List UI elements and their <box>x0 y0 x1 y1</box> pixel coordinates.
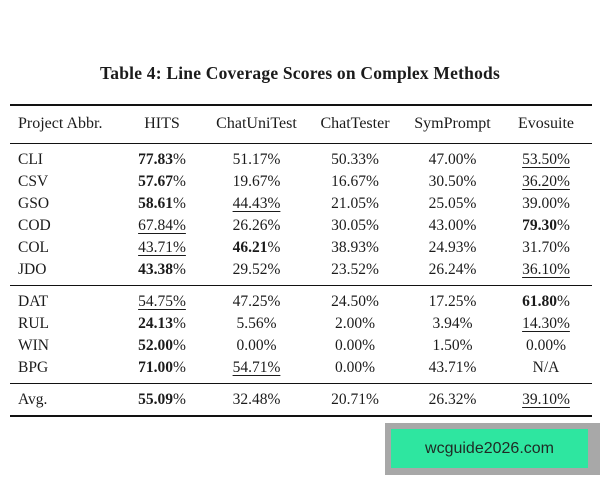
coverage-table: Project Abbr. HITS ChatUniTest ChatTester Sy… <box>10 104 592 417</box>
score-cell: 20.71% <box>331 391 379 408</box>
row-label: CLI <box>18 151 43 168</box>
score-cell: 58.61% <box>138 195 186 212</box>
row-label: COL <box>18 239 49 256</box>
score-cell: 21.05% <box>331 195 379 212</box>
watermark-badge: wcguide2026.com <box>391 429 588 468</box>
row-label: BPG <box>18 359 49 376</box>
score-cell: 55.09% <box>138 391 186 408</box>
table-group: DAT 54.75% 47.25% 24.50% 17.25% 61.80% RUL 24.1… <box>10 285 592 384</box>
score-cell: 36.20% <box>522 173 570 190</box>
column-header: Project Abbr. <box>18 115 103 132</box>
score-cell: 0.00% <box>525 337 567 354</box>
score-cell: 16.67% <box>331 173 379 190</box>
column-header: Evosuite <box>518 115 574 132</box>
score-cell: 71.00% <box>138 359 186 376</box>
column-header: SymPrompt <box>414 115 491 132</box>
score-cell: 39.10% <box>522 391 570 408</box>
score-cell: 24.93% <box>428 239 477 256</box>
table-row: COD 67.84% 26.26% 30.05% 43.00% 79.30% <box>10 215 592 237</box>
score-cell: 61.80% <box>522 293 570 310</box>
score-cell: 36.10% <box>522 261 570 278</box>
table-caption: Table 4: Line Coverage Scores on Complex… <box>100 63 500 83</box>
score-cell: 43.71% <box>428 359 477 376</box>
score-cell: 26.24% <box>428 261 477 278</box>
score-cell: 51.17% <box>232 151 281 168</box>
score-cell: 17.25% <box>428 293 477 310</box>
table-row: DAT 54.75% 47.25% 24.50% 17.25% 61.80% <box>10 285 592 314</box>
score-cell: 0.00% <box>236 337 277 354</box>
score-cell: 1.50% <box>432 337 473 354</box>
table-row: RUL 24.13% 5.56% 2.00% 3.94% 14.30% <box>10 313 592 335</box>
row-label: GSO <box>18 195 50 212</box>
score-cell: 24.50% <box>331 293 379 310</box>
table-row: CLI 77.83% 51.17% 50.33% 47.00% 53.50% <box>10 144 592 172</box>
score-cell: 46.21% <box>232 239 281 256</box>
row-label: Avg. <box>18 391 48 408</box>
score-cell: 50.33% <box>331 151 379 168</box>
score-cell: 53.50% <box>522 151 570 168</box>
row-label: CSV <box>18 173 49 190</box>
score-cell: 0.00% <box>334 337 376 354</box>
score-cell: 47.25% <box>232 293 281 310</box>
score-cell: 25.05% <box>428 195 477 212</box>
score-cell: 30.05% <box>331 217 379 234</box>
table-row: BPG 71.00% 54.71% 0.00% 43.71% N/A <box>10 357 592 384</box>
score-cell: 0.00% <box>334 359 376 376</box>
row-label: DAT <box>18 293 49 310</box>
row-label: COD <box>18 217 51 234</box>
score-cell: 3.94% <box>432 315 473 332</box>
table-row: GSO 58.61% 44.43% 21.05% 25.05% 39.00% <box>10 193 592 215</box>
score-cell: 43.71% <box>138 239 186 256</box>
table-header-row: Project Abbr. HITS ChatUniTest ChatTester Sy… <box>10 105 592 144</box>
column-header: ChatTester <box>320 115 390 132</box>
score-cell: 23.52% <box>331 261 379 278</box>
score-cell: 43.38% <box>138 261 186 278</box>
table-row: COL 43.71% 46.21% 38.93% 24.93% 31.70% <box>10 237 592 259</box>
score-cell: 47.00% <box>428 151 477 168</box>
score-cell: 52.00% <box>138 337 186 354</box>
score-cell: 26.26% <box>232 217 281 234</box>
score-cell: 19.67% <box>232 173 281 190</box>
score-cell: 43.00% <box>428 217 477 234</box>
score-cell: 54.71% <box>232 359 281 376</box>
score-cell: 79.30% <box>522 217 570 234</box>
column-header: ChatUniTest <box>216 115 297 132</box>
score-cell: N/A <box>532 359 560 376</box>
score-cell: 24.13% <box>138 315 186 332</box>
score-cell: 5.56% <box>236 315 277 332</box>
score-cell: 67.84% <box>138 217 186 234</box>
table-row: JDO 43.38% 29.52% 23.52% 26.24% 36.10% <box>10 259 592 286</box>
score-cell: 39.00% <box>522 195 570 212</box>
score-cell: 77.83% <box>138 151 186 168</box>
row-label: JDO <box>18 261 47 278</box>
score-cell: 31.70% <box>522 239 570 256</box>
score-cell: 32.48% <box>232 391 281 408</box>
row-label: WIN <box>18 337 49 354</box>
table-row: CSV 57.67% 19.67% 16.67% 30.50% 36.20% <box>10 171 592 193</box>
score-cell: 2.00% <box>334 315 376 332</box>
table-row: WIN 52.00% 0.00% 0.00% 1.50% 0.00% <box>10 335 592 357</box>
score-cell: 44.43% <box>232 195 281 212</box>
score-cell: 29.52% <box>232 261 281 278</box>
score-cell: 38.93% <box>331 239 379 256</box>
score-cell: 57.67% <box>138 173 186 190</box>
table-row: Avg. 55.09% 32.48% 20.71% 26.32% 39.10% <box>10 383 592 417</box>
column-header: HITS <box>144 115 180 132</box>
watermark-frame: wcguide2026.com <box>385 423 600 475</box>
row-label: RUL <box>18 315 49 332</box>
table-group: CLI 77.83% 51.17% 50.33% 47.00% 53.50% CSV 57.6… <box>10 144 592 286</box>
table-group: Avg. 55.09% 32.48% 20.71% 26.32% 39.10% <box>10 383 592 417</box>
score-cell: 54.75% <box>138 293 186 310</box>
score-cell: 30.50% <box>428 173 477 190</box>
score-cell: 14.30% <box>522 315 570 332</box>
score-cell: 26.32% <box>428 391 477 408</box>
